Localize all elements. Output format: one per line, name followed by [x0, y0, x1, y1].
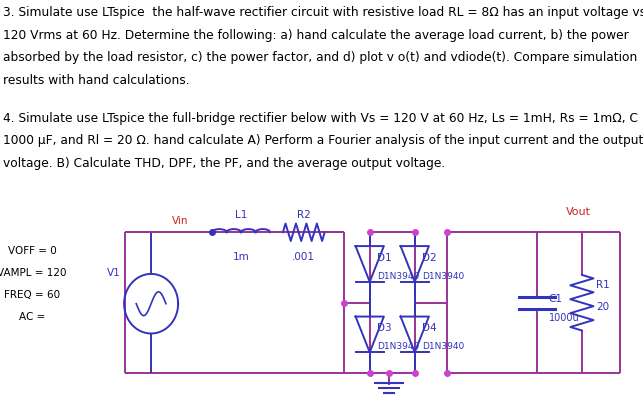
Text: 120 Vrms at 60 Hz. Determine the following: a) hand calculate the average load c: 120 Vrms at 60 Hz. Determine the followi…: [3, 29, 629, 42]
Text: L1: L1: [235, 210, 248, 220]
Text: AC =: AC =: [19, 312, 46, 322]
Text: absorbed by the load resistor, c) the power factor, and d) plot v o(t) and vdiod: absorbed by the load resistor, c) the po…: [3, 51, 637, 64]
Text: D1N3940: D1N3940: [422, 272, 465, 281]
Text: .001: .001: [293, 252, 315, 262]
Text: results with hand calculations.: results with hand calculations.: [3, 74, 190, 87]
Text: 1000u: 1000u: [548, 313, 579, 323]
Text: 1m: 1m: [233, 252, 249, 262]
Text: Vin: Vin: [172, 216, 189, 226]
Text: 1000 µF, and Rl = 20 Ω. hand calculate A) Perform a Fourier analysis of the inpu: 1000 µF, and Rl = 20 Ω. hand calculate A…: [3, 134, 643, 147]
Text: D1N3940: D1N3940: [377, 342, 420, 351]
Text: 3. Simulate use LTspice  the half-wave rectifier circuit with resistive load RL : 3. Simulate use LTspice the half-wave re…: [3, 6, 643, 19]
Text: D1: D1: [377, 253, 392, 263]
Text: VOFF = 0: VOFF = 0: [8, 246, 57, 256]
Text: 20: 20: [596, 302, 609, 312]
Text: VAMPL = 120: VAMPL = 120: [0, 268, 67, 278]
Text: FREQ = 60: FREQ = 60: [4, 290, 60, 300]
Text: R1: R1: [596, 280, 610, 290]
Text: D4: D4: [422, 324, 437, 333]
Text: Vout: Vout: [566, 207, 591, 217]
Text: 4. Simulate use LTspice the full-bridge rectifier below with Vs = 120 V at 60 Hz: 4. Simulate use LTspice the full-bridge …: [3, 112, 643, 125]
Text: voltage. B) Calculate THD, DPF, the PF, and the average output voltage.: voltage. B) Calculate THD, DPF, the PF, …: [3, 157, 446, 170]
Text: C1: C1: [548, 294, 563, 304]
Text: V1: V1: [107, 268, 121, 278]
Text: D1N3940: D1N3940: [377, 272, 420, 281]
Text: D2: D2: [422, 253, 437, 263]
Text: D3: D3: [377, 324, 392, 333]
Text: D1N3940: D1N3940: [422, 342, 465, 351]
Text: R2: R2: [297, 210, 311, 220]
